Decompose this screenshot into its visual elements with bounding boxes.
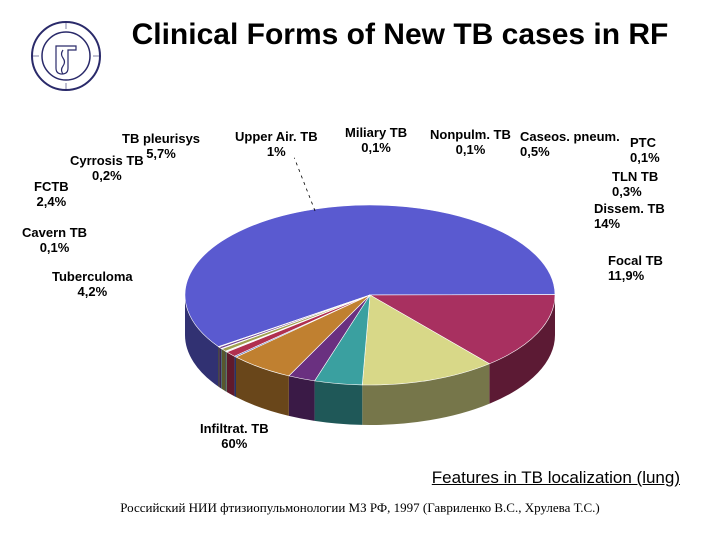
label-caseos: Caseos. pneum. 0,5% <box>520 130 620 160</box>
label-fctb: FCTB 2,4% <box>34 180 69 210</box>
label-miliary: Miliary TB 0,1% <box>345 126 407 156</box>
label-dissem: Dissem. TB 14% <box>594 202 665 232</box>
label-cyrrosis: Cyrrosis TB 0,2% <box>70 154 144 184</box>
label-ptc: PTC 0,1% <box>630 136 660 166</box>
label-infiltrat: Infiltrat. TB 60% <box>200 422 269 452</box>
source-citation: Российский НИИ фтизиопульмонологии МЗ РФ… <box>0 500 720 516</box>
label-tln: TLN TB 0,3% <box>612 170 658 200</box>
institution-logo <box>30 20 102 97</box>
page-title: Clinical Forms of New TB cases in RF <box>120 18 680 53</box>
pie-chart: TB pleurisys 5,7% Cyrrosis TB 0,2% FCTB … <box>40 130 680 460</box>
label-nonpulm: Nonpulm. TB 0,1% <box>430 128 511 158</box>
label-focal: Focal TB 11,9% <box>608 254 663 284</box>
label-cavern: Cavern TB 0,1% <box>22 226 87 256</box>
slide: Clinical Forms of New TB cases in RF TB … <box>0 0 720 540</box>
label-upper-air: Upper Air. TB 1% <box>235 130 318 160</box>
subtitle-link: Features in TB localization (lung) <box>432 468 680 488</box>
label-tuberculoma: Tuberculoma 4,2% <box>52 270 133 300</box>
